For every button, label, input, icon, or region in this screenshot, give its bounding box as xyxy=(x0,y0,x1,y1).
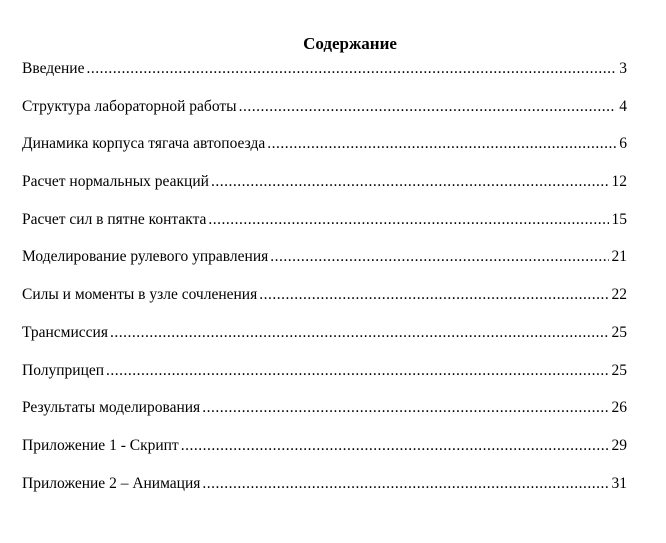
dot-leader xyxy=(239,97,617,117)
dot-leader xyxy=(208,210,608,230)
toc-entry-label: Результаты моделирования xyxy=(22,399,201,417)
dot-leader xyxy=(267,134,616,154)
toc-entry-page: 22 xyxy=(611,286,628,304)
dot-leader xyxy=(202,474,608,494)
dot-leader xyxy=(259,285,608,305)
toc-entry[interactable]: Трансмиссия 25 xyxy=(22,323,627,361)
toc-entry-page: 6 xyxy=(619,135,627,153)
toc-entry[interactable]: Структура лабораторной работы 4 xyxy=(22,97,627,135)
toc-entry[interactable]: Расчет сил в пятне контакта 15 xyxy=(22,210,627,248)
dot-leader xyxy=(270,247,608,267)
dot-leader xyxy=(110,323,609,343)
toc-entry-page: 21 xyxy=(611,248,628,266)
toc-entry[interactable]: Расчет нормальных реакций 12 xyxy=(22,172,627,210)
toc-entry[interactable]: Приложение 1 - Скрипт 29 xyxy=(22,436,627,474)
toc-entry-page: 15 xyxy=(611,210,628,228)
toc-entry-label: Введение xyxy=(22,60,85,77)
toc-entry[interactable]: Введение 3 xyxy=(22,59,627,97)
toc-entry-label: Расчет сил в пятне контакта xyxy=(22,210,207,228)
toc-entry-label: Моделирование рулевого управления xyxy=(22,248,269,266)
toc-entry[interactable]: Результаты моделирования 26 xyxy=(22,398,627,436)
toc-entry[interactable]: Полуприцеп 25 xyxy=(22,361,627,399)
toc-entry-label: Полуприцеп xyxy=(22,361,105,379)
toc-entry-page: 31 xyxy=(611,474,628,492)
toc-entry-label: Силы и моменты в узле сочленения xyxy=(22,286,258,304)
dot-leader xyxy=(86,59,616,79)
dot-leader xyxy=(202,398,608,418)
dot-leader xyxy=(181,436,609,456)
toc-entry-label: Трансмиссия xyxy=(22,323,108,341)
toc-entry-page: 12 xyxy=(611,173,628,191)
dot-leader xyxy=(106,361,608,381)
table-of-contents: Введение 3 Структура лабораторной работы 4 Д… xyxy=(22,59,627,511)
toc-entry-page: 4 xyxy=(619,97,627,115)
toc-entry-page: 26 xyxy=(611,399,628,417)
toc-entry-label: Динамика корпуса тягача автопоезда xyxy=(22,135,266,153)
toc-entry[interactable]: Силы и моменты в узле сочленения 22 xyxy=(22,285,627,323)
toc-entry-label: Приложение 1 - Скрипт xyxy=(22,436,179,454)
toc-title: Содержание xyxy=(303,34,397,53)
dot-leader xyxy=(211,172,609,192)
toc-entry-page: 25 xyxy=(611,323,628,341)
toc-entry-page: 29 xyxy=(611,436,628,454)
toc-entry-label: Приложение 2 – Анимация xyxy=(22,474,201,492)
toc-entry[interactable]: Динамика корпуса тягача автопоезда 6 xyxy=(22,134,627,172)
toc-entry-page: 25 xyxy=(611,361,628,379)
toc-entry-page: 3 xyxy=(619,60,627,77)
toc-entry[interactable]: Приложение 2 – Анимация 31 xyxy=(22,474,627,512)
toc-entry[interactable]: Моделирование рулевого управления 21 xyxy=(22,247,627,285)
toc-entry-label: Структура лабораторной работы xyxy=(22,97,237,115)
toc-entry-label: Расчет нормальных реакций xyxy=(22,173,209,191)
